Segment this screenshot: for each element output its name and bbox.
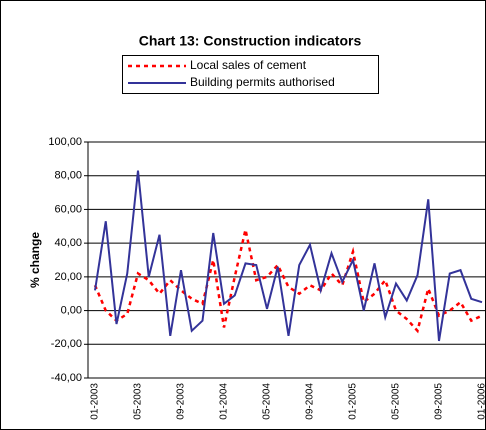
x-tick-label: 01-2004 bbox=[219, 383, 230, 420]
x-tick-label: 01-2003 bbox=[90, 383, 101, 420]
y-tick-label: 100,00 bbox=[48, 136, 82, 148]
x-tick-label: 05-2005 bbox=[391, 383, 402, 420]
y-tick-label: 40,00 bbox=[54, 237, 82, 249]
x-tick-label: 05-2004 bbox=[262, 383, 273, 420]
chart-title: Chart 13: Construction indicators bbox=[139, 33, 362, 49]
legend-label: Building permits authorised bbox=[190, 75, 335, 89]
y-tick-label: 20,00 bbox=[54, 271, 82, 283]
y-tick-label: 60,00 bbox=[54, 203, 82, 215]
x-tick-label: 09-2004 bbox=[305, 383, 316, 420]
data-line bbox=[94, 170, 483, 342]
legend-box bbox=[122, 55, 379, 94]
data-line bbox=[93, 229, 483, 334]
y-tick-label: 80,00 bbox=[54, 170, 82, 182]
y-tick-label: -40,00 bbox=[51, 372, 82, 384]
y-axis-label: % change bbox=[28, 232, 42, 288]
legend-label: Local sales of cement bbox=[190, 58, 307, 72]
x-tick-label: 09-2003 bbox=[176, 383, 187, 420]
x-tick-label: 09-2005 bbox=[434, 383, 445, 420]
y-tick-label: -20,00 bbox=[51, 338, 82, 350]
x-tick-label: 01-2005 bbox=[348, 383, 359, 420]
x-tick-label: 01-2006 bbox=[477, 383, 486, 420]
y-tick-label: 0,00 bbox=[61, 304, 82, 316]
x-tick-label: 05-2003 bbox=[133, 383, 144, 420]
